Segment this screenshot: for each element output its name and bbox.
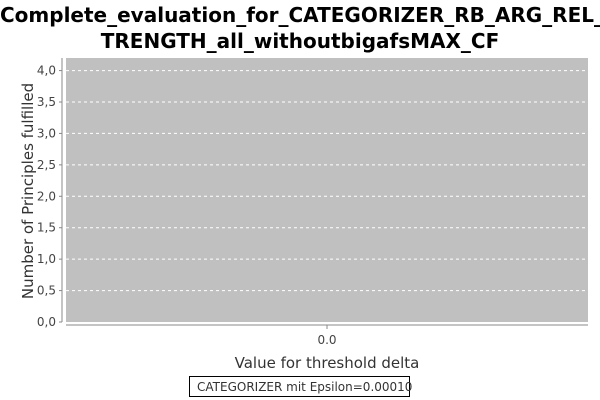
- legend: CATEGORIZER mit Epsilon=0.00010: [189, 376, 413, 397]
- y-tick-label: 1,5: [37, 221, 56, 235]
- y-tick-label: 2,0: [37, 189, 56, 203]
- y-tick-label: 1,0: [37, 252, 56, 266]
- x-axis-title: Value for threshold delta: [235, 354, 420, 372]
- legend-label: CATEGORIZER mit Epsilon=0.00010: [197, 379, 413, 394]
- y-axis-title: Number of Principles fulfilled: [19, 83, 37, 299]
- y-tick-label: 0,0: [37, 315, 56, 329]
- y-tick-label: 0,5: [37, 284, 56, 298]
- y-tick-label: 2,5: [37, 158, 56, 172]
- chart-title-line-2: TRENGTH_all_withoutbigafsMAX_CF: [100, 29, 500, 53]
- grid-lines: [66, 70, 588, 292]
- chart-title-line-1: Complete_evaluation_for_CATEGORIZER_RB_A…: [0, 3, 600, 27]
- y-ticks: 0,0 0,5 1,0 1,5 2,0 2,5 3,0 3,5 4,0: [37, 64, 62, 329]
- y-tick-label: 3,0: [37, 126, 56, 140]
- y-tick-label: 3,5: [37, 95, 56, 109]
- plot-area: [66, 58, 588, 322]
- chart-title: Complete_evaluation_for_CATEGORIZER_RB_A…: [0, 2, 600, 54]
- x-tick-label: 0.0: [317, 333, 336, 347]
- y-tick-label: 4,0: [37, 64, 56, 78]
- x-ticks: 0.0: [317, 325, 337, 347]
